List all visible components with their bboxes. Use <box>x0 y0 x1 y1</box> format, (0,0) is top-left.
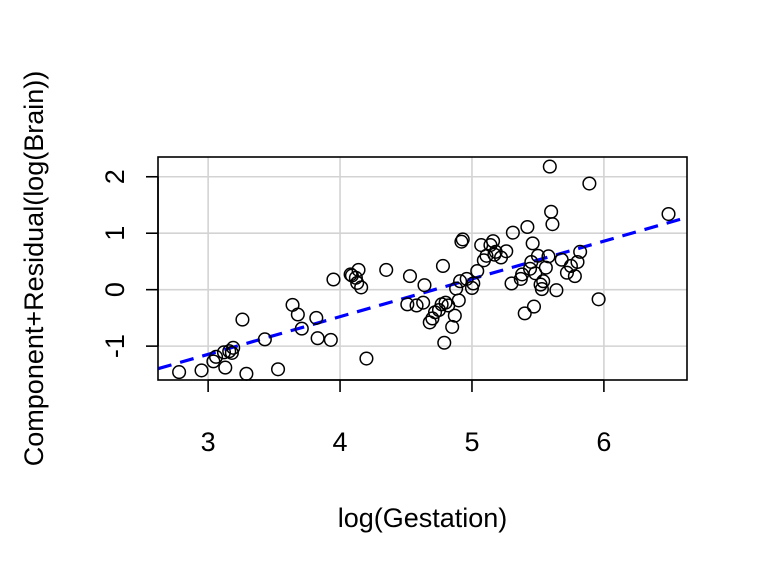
data-point-29 <box>402 269 418 284</box>
x-tick-label-3: 6 <box>596 427 611 457</box>
data-point-7 <box>224 345 239 360</box>
data-point-1 <box>194 363 209 378</box>
data-point-51 <box>466 276 481 291</box>
data-point-6 <box>222 344 237 359</box>
data-point-39 <box>437 335 452 350</box>
data-point-3 <box>208 349 224 364</box>
data-point-72 <box>528 266 543 281</box>
data-point-13 <box>285 297 300 312</box>
data-point-80 <box>544 204 559 219</box>
data-point-28 <box>400 297 415 312</box>
data-point-86 <box>567 269 582 284</box>
data-point-87 <box>570 254 585 270</box>
data-point-43 <box>447 308 462 323</box>
y-tick-label-3: 2 <box>100 169 130 184</box>
data-point-52 <box>470 263 485 279</box>
data-point-26 <box>359 351 374 366</box>
data-point-11 <box>257 332 272 347</box>
data-point-73 <box>530 248 545 263</box>
data-point-0 <box>172 365 187 380</box>
data-point-30 <box>409 298 424 313</box>
data-point-25 <box>354 280 369 295</box>
data-point-24 <box>351 262 366 277</box>
x-tick-label-0: 3 <box>201 427 216 457</box>
data-point-81 <box>545 217 560 232</box>
data-point-14 <box>290 307 305 322</box>
data-point-32 <box>417 278 432 293</box>
data-point-82 <box>549 283 564 298</box>
data-point-46 <box>453 274 468 289</box>
x-axis-label: log(Gestation) <box>338 503 508 533</box>
data-point-4 <box>216 345 232 360</box>
data-point-40 <box>438 295 453 310</box>
data-point-42 <box>445 319 460 334</box>
data-point-31 <box>416 295 431 310</box>
data-point-67 <box>520 219 535 235</box>
data-point-19 <box>326 272 341 287</box>
data-point-89 <box>582 176 597 191</box>
y-axis: -1 0 1 2 <box>100 169 159 358</box>
data-point-47 <box>454 234 469 249</box>
data-points <box>172 159 676 381</box>
x-axis: 3 4 5 6 <box>201 379 611 457</box>
data-point-62 <box>504 276 519 291</box>
x-tick-label-1: 4 <box>333 427 348 457</box>
data-point-84 <box>559 265 575 280</box>
data-point-61 <box>499 244 514 259</box>
data-point-70 <box>525 236 540 251</box>
data-point-27 <box>379 262 394 277</box>
data-point-5 <box>218 360 233 375</box>
grid <box>158 157 687 380</box>
data-point-18 <box>323 332 338 347</box>
data-point-83 <box>554 252 569 267</box>
data-point-63 <box>505 225 520 240</box>
data-point-75 <box>534 282 549 297</box>
data-point-17 <box>310 331 325 346</box>
data-point-10 <box>239 366 254 381</box>
data-point-48 <box>455 232 470 247</box>
y-tick-label-0: -1 <box>100 334 130 358</box>
data-point-16 <box>309 310 324 325</box>
y-tick-label-2: 1 <box>100 226 130 241</box>
y-tick-label-1: 0 <box>100 282 130 297</box>
data-point-8 <box>226 340 241 355</box>
data-point-45 <box>451 293 466 308</box>
data-point-9 <box>235 312 250 327</box>
data-point-71 <box>526 299 542 314</box>
x-tick-label-2: 5 <box>464 427 479 457</box>
data-point-76 <box>536 274 551 289</box>
data-point-38 <box>435 258 450 274</box>
data-point-15 <box>294 321 309 336</box>
data-point-88 <box>573 244 588 259</box>
data-point-79 <box>542 159 557 174</box>
data-point-66 <box>517 306 532 321</box>
data-point-57 <box>486 234 501 249</box>
data-point-78 <box>541 249 556 264</box>
data-point-77 <box>538 260 553 275</box>
data-point-12 <box>270 362 286 377</box>
y-axis-label: Component+Residual(log(Brain)) <box>19 71 49 466</box>
data-point-90 <box>591 292 606 307</box>
data-point-91 <box>661 206 676 222</box>
